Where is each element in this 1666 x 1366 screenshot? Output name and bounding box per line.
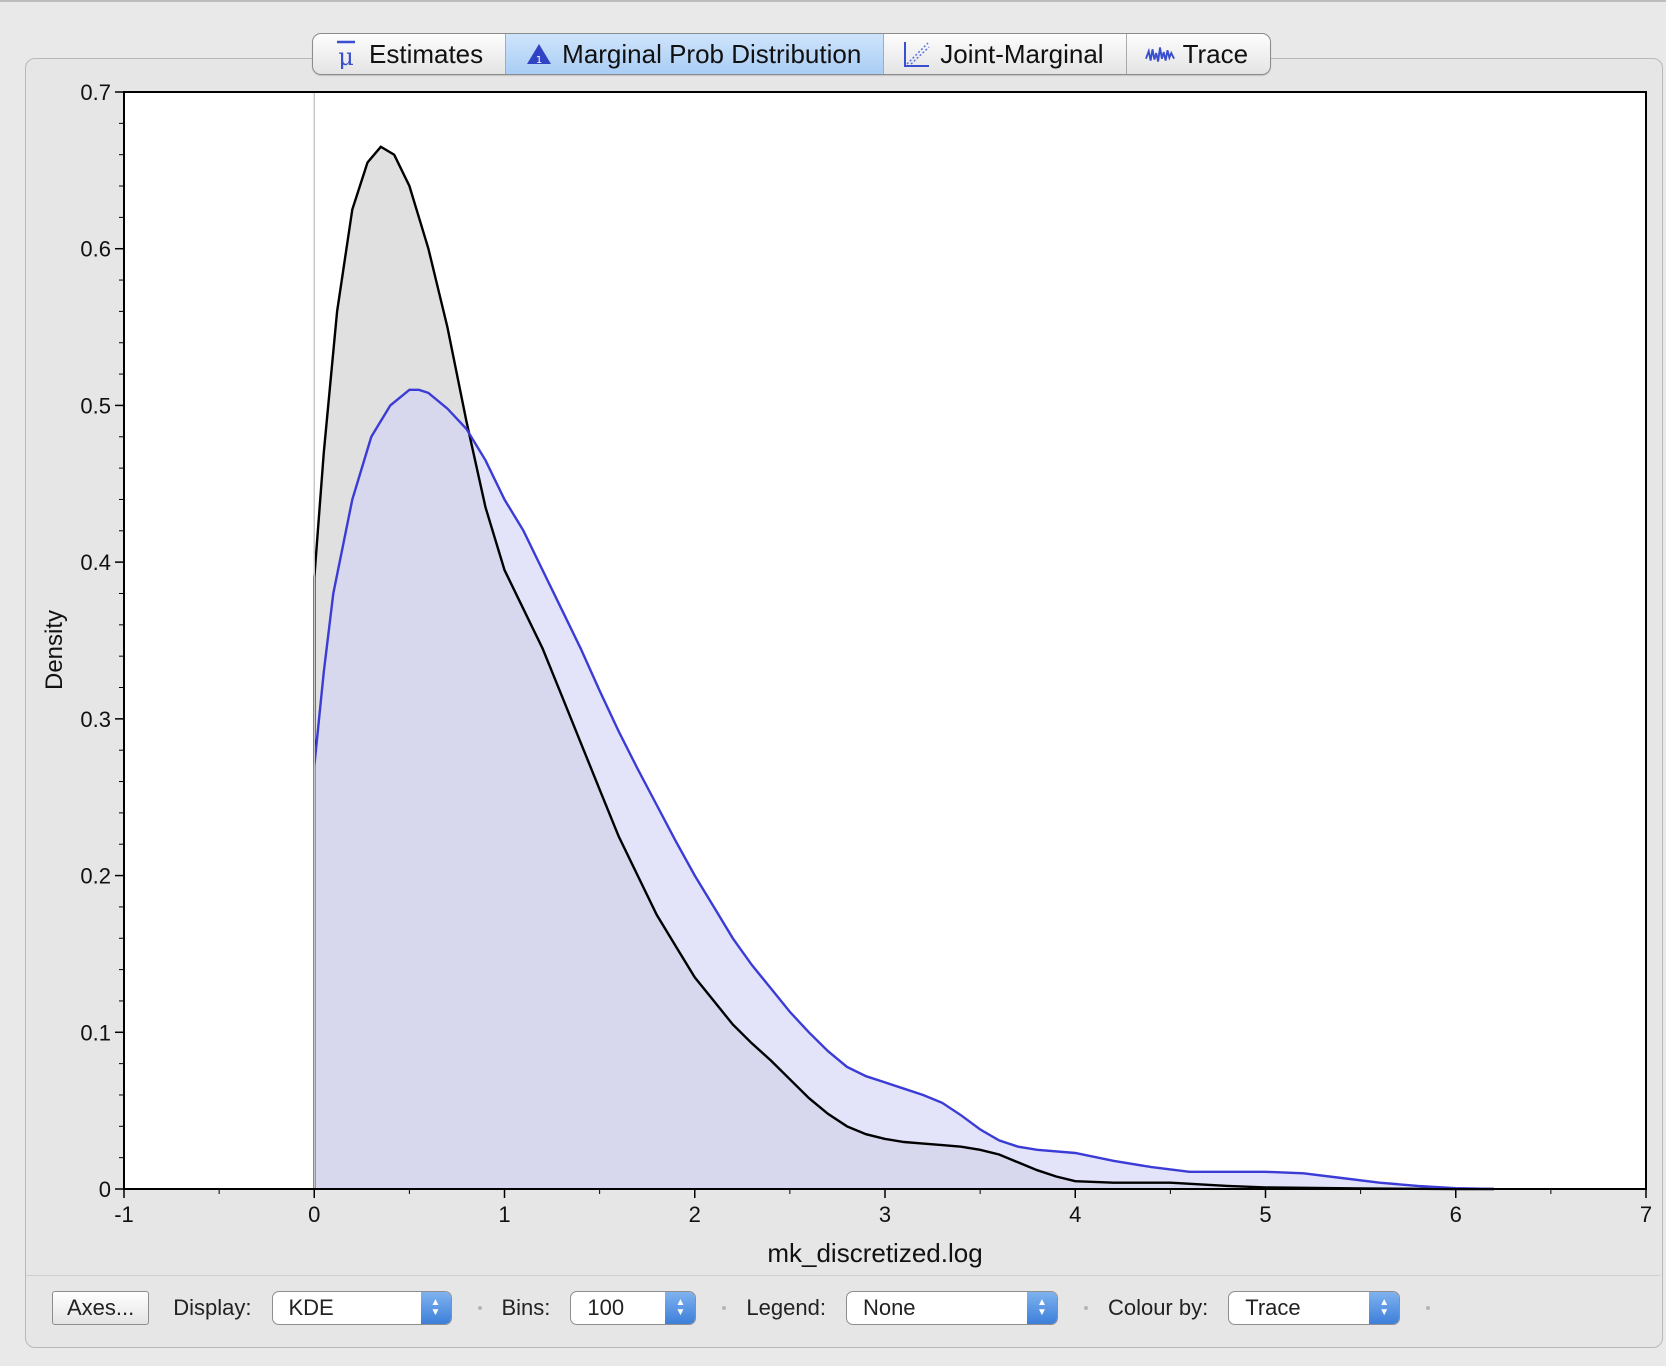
y-tick-label: 0.1 <box>80 1020 111 1045</box>
x-tick-label: 4 <box>1069 1202 1081 1227</box>
series-2-area <box>314 389 1494 1189</box>
x-tick-label: 1 <box>498 1202 510 1227</box>
tab-estimates[interactable]: μ Estimates <box>313 34 507 74</box>
view-tabs: μ Estimates 1 Marginal Prob Distribution… <box>312 33 1272 75</box>
y-tick-label: 0.3 <box>80 707 111 732</box>
series-1-line <box>313 145 1494 1191</box>
y-axis: 0 0.1 0.2 0.3 0.4 0.5 0.6 0.7 <box>80 80 124 1202</box>
series-layer <box>313 145 1494 1191</box>
y-tick-label: 0.2 <box>80 864 111 889</box>
display-label: Display: <box>173 1295 252 1320</box>
scatter-icon <box>902 39 932 69</box>
tab-marginal-prob-distribution[interactable]: 1 Marginal Prob Distribution <box>506 34 885 74</box>
legend-select[interactable]: None ▲ ▼ <box>845 1291 1058 1325</box>
tab-joint-marginal[interactable]: Joint-Marginal <box>884 34 1127 74</box>
footer-divider <box>26 1275 1660 1276</box>
legend-label: Legend: <box>746 1295 826 1320</box>
axes-button[interactable]: Axes... <box>52 1291 150 1325</box>
select-arrows-icon: ▲ ▼ <box>1026 1292 1057 1324</box>
display-select[interactable]: KDE ▲ ▼ <box>271 1291 452 1325</box>
separator-dot <box>477 1306 482 1310</box>
separator-dot <box>1083 1306 1088 1310</box>
y-tick-label: 0.4 <box>80 550 111 575</box>
y-tick-label: 0.5 <box>80 393 111 418</box>
tab-trace-label: Trace <box>1182 38 1249 69</box>
y-tick-label: 0 <box>99 1177 111 1202</box>
y-axis-label: Density <box>41 610 68 690</box>
x-axis-label: mk_discretized.log <box>767 1238 982 1268</box>
x-tick-label: 0 <box>308 1202 320 1227</box>
x-tick-label: -1 <box>114 1202 134 1227</box>
bins-value: 100 <box>587 1295 625 1320</box>
x-tick-label: 2 <box>689 1202 701 1227</box>
chart-controls: Axes... Display: KDE ▲ ▼ Bins: 100 ▲ ▼ Leg… <box>52 1290 1450 1326</box>
y-tick-label: 0.7 <box>80 80 111 105</box>
density-chart: -1 0 1 2 3 4 5 6 7 00.10.20.30.40.50.60.7 mk_dis… <box>41 80 1652 1268</box>
separator-dot <box>722 1306 727 1310</box>
tab-joint-marginal-label: Joint-Marginal <box>940 38 1104 69</box>
legend-value: None <box>862 1295 916 1320</box>
distribution-icon: 1 <box>524 39 554 69</box>
window-top-border <box>0 0 1666 2</box>
select-arrows-icon: ▲ ▼ <box>420 1292 451 1324</box>
svg-text:μ: μ <box>338 43 354 69</box>
x-tick-label: 7 <box>1640 1202 1652 1227</box>
x-tick-label: 6 <box>1450 1202 1462 1227</box>
select-arrows-icon: ▲ ▼ <box>1369 1292 1400 1324</box>
tab-trace[interactable]: Trace <box>1127 34 1270 74</box>
colour-by-select[interactable]: Trace ▲ ▼ <box>1228 1291 1401 1325</box>
tab-marginal-label: Marginal Prob Distribution <box>562 38 862 69</box>
series-2-line <box>313 388 1494 1191</box>
x-tick-label: 3 <box>879 1202 891 1227</box>
bins-select[interactable]: 100 ▲ ▼ <box>570 1291 697 1325</box>
separator-dot <box>1426 1306 1431 1310</box>
tab-estimates-label: Estimates <box>369 38 484 69</box>
colour-by-label: Colour by: <box>1107 1295 1209 1320</box>
colour-by-value: Trace <box>1245 1295 1301 1320</box>
x-axis: -1 0 1 2 3 4 5 6 7 <box>114 1189 1652 1227</box>
y-tick-label: 0.6 <box>80 237 111 262</box>
x-tick-label: 5 <box>1259 1202 1271 1227</box>
display-value: KDE <box>288 1295 334 1320</box>
trace-icon <box>1144 39 1175 69</box>
mu-icon: μ <box>331 39 361 69</box>
svg-text:1: 1 <box>536 55 542 66</box>
bins-label: Bins: <box>501 1295 551 1320</box>
select-arrows-icon: ▲ ▼ <box>665 1292 696 1324</box>
